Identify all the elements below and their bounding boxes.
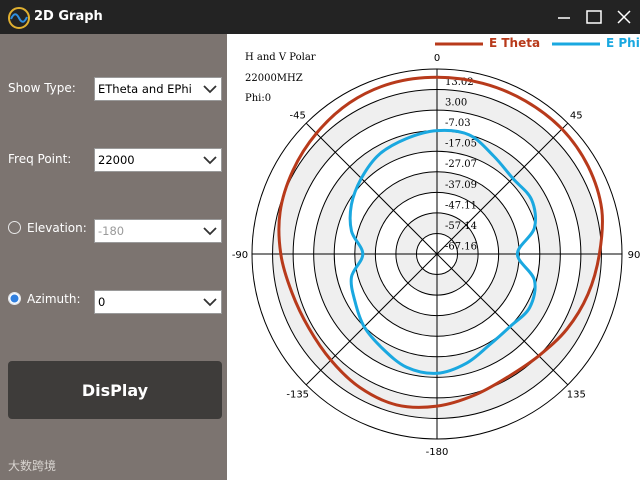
chevron-down-icon[interactable] (199, 149, 221, 171)
chevron-down-icon[interactable] (199, 78, 221, 100)
minimize-icon[interactable] (554, 8, 574, 26)
freq-point-value: 22000 (98, 153, 135, 167)
polar-plot-area: H and V Polar 22000MHZ Phi:0 E Theta E P… (227, 34, 640, 480)
polar-spoke (305, 122, 438, 255)
azimuth-label: Azimuth: (27, 292, 81, 306)
window-title: 2D Graph (34, 9, 103, 24)
show-type-value: ETheta and EPhi (98, 82, 192, 96)
display-button[interactable]: DisPlay (8, 361, 222, 419)
angle-tick-label: 0 (434, 53, 440, 64)
series-line-ephi (348, 128, 537, 375)
polar-spoke (436, 122, 569, 255)
polar-spoke (305, 253, 438, 386)
series-line-etheta (277, 75, 605, 409)
radial-tick-label: -7.03 (445, 118, 471, 129)
show-type-select[interactable]: ETheta and EPhi (94, 77, 222, 101)
watermark-logo: 大数跨境 (8, 459, 57, 473)
polar-spoke (436, 253, 569, 386)
radial-tick-label: 3.00 (445, 98, 467, 109)
plot-info-title: H and V Polar (245, 52, 316, 63)
radial-tick-label: -67.16 (445, 241, 477, 252)
plot-info-frequency: 22000MHZ (245, 73, 303, 84)
radial-tick-label: -17.05 (445, 139, 477, 150)
azimuth-value: 0 (98, 295, 106, 309)
elevation-radio[interactable] (8, 221, 21, 234)
legend-label-ephi: E Phi (606, 36, 640, 50)
plot-info-phi: Phi:0 (245, 93, 272, 104)
legend-label-etheta: E Theta (489, 36, 541, 50)
freq-point-select[interactable]: 22000 (94, 148, 222, 172)
angle-tick-label: 45 (570, 111, 583, 122)
chevron-down-icon[interactable] (199, 291, 221, 313)
control-panel: Show Type: ETheta and EPhi Freq Point: 2… (0, 34, 227, 480)
radial-tick-label: -47.11 (445, 200, 477, 211)
title-bar: 2D Graph (0, 0, 640, 34)
radial-tick-label: 13.02 (445, 77, 474, 88)
radial-tick-label: -27.07 (445, 159, 477, 170)
elevation-label: Elevation: (27, 221, 87, 235)
azimuth-radio[interactable] (8, 292, 21, 305)
angle-tick-label: -90 (232, 250, 248, 261)
angle-tick-label: 135 (567, 389, 586, 400)
angle-tick-label: -180 (426, 447, 449, 458)
radial-tick-label: -57.14 (445, 221, 477, 232)
angle-tick-label: -135 (286, 389, 309, 400)
angle-tick-label: 90 (628, 250, 640, 261)
elevation-value: -180 (98, 224, 125, 238)
maximize-icon[interactable] (584, 8, 604, 26)
close-icon[interactable] (614, 8, 634, 26)
app-logo-icon (8, 7, 30, 29)
angle-tick-label: -45 (290, 111, 306, 122)
chevron-down-icon[interactable] (199, 220, 221, 242)
show-type-label: Show Type: (8, 81, 76, 95)
azimuth-select[interactable]: 0 (94, 290, 222, 314)
radial-tick-label: -37.09 (445, 180, 477, 191)
elevation-select[interactable]: -180 (94, 219, 222, 243)
polar-chart: 0 45 -45 90 -90 135 -135 -180 13.02 3.00 -7.03 -17.… (232, 53, 640, 458)
freq-point-label: Freq Point: (8, 152, 72, 166)
